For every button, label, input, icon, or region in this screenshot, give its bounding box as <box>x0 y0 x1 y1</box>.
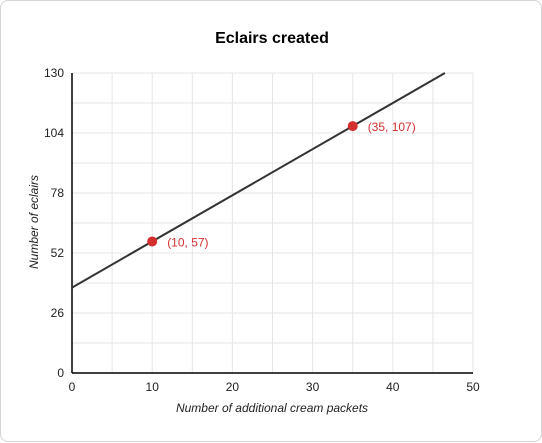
series: (10, 57) (35, 107) <box>71 72 446 289</box>
series-line <box>71 72 446 289</box>
y-tick-label: 26 <box>51 306 65 320</box>
x-tick-label: 30 <box>306 380 320 394</box>
x-tick-label: 20 <box>226 380 240 394</box>
x-tick-label: 10 <box>146 380 160 394</box>
x-tick-label: 40 <box>386 380 400 394</box>
y-tick-label: 104 <box>44 126 64 140</box>
y-tick-label: 130 <box>44 66 64 80</box>
y-tick-label: 78 <box>51 186 65 200</box>
chart-title: Eclairs created <box>215 30 329 47</box>
y-tick-labels: 0 26 52 78 104 130 <box>44 66 64 380</box>
data-point <box>147 236 158 247</box>
x-tick-label: 50 <box>466 380 480 394</box>
y-tick-label: 0 <box>57 366 64 380</box>
data-point-label: (35, 107) <box>368 120 416 134</box>
x-tick-labels: 0 10 20 30 40 50 <box>69 380 480 394</box>
x-tick-label: 0 <box>69 380 76 394</box>
axes <box>71 73 473 374</box>
x-axis-label: Number of additional cream packets <box>176 401 368 415</box>
data-point-label: (10, 57) <box>167 235 208 249</box>
y-axis-label: Number of eclairs <box>27 175 41 269</box>
grid <box>71 72 474 374</box>
data-point <box>347 121 358 132</box>
y-tick-label: 52 <box>51 246 65 260</box>
